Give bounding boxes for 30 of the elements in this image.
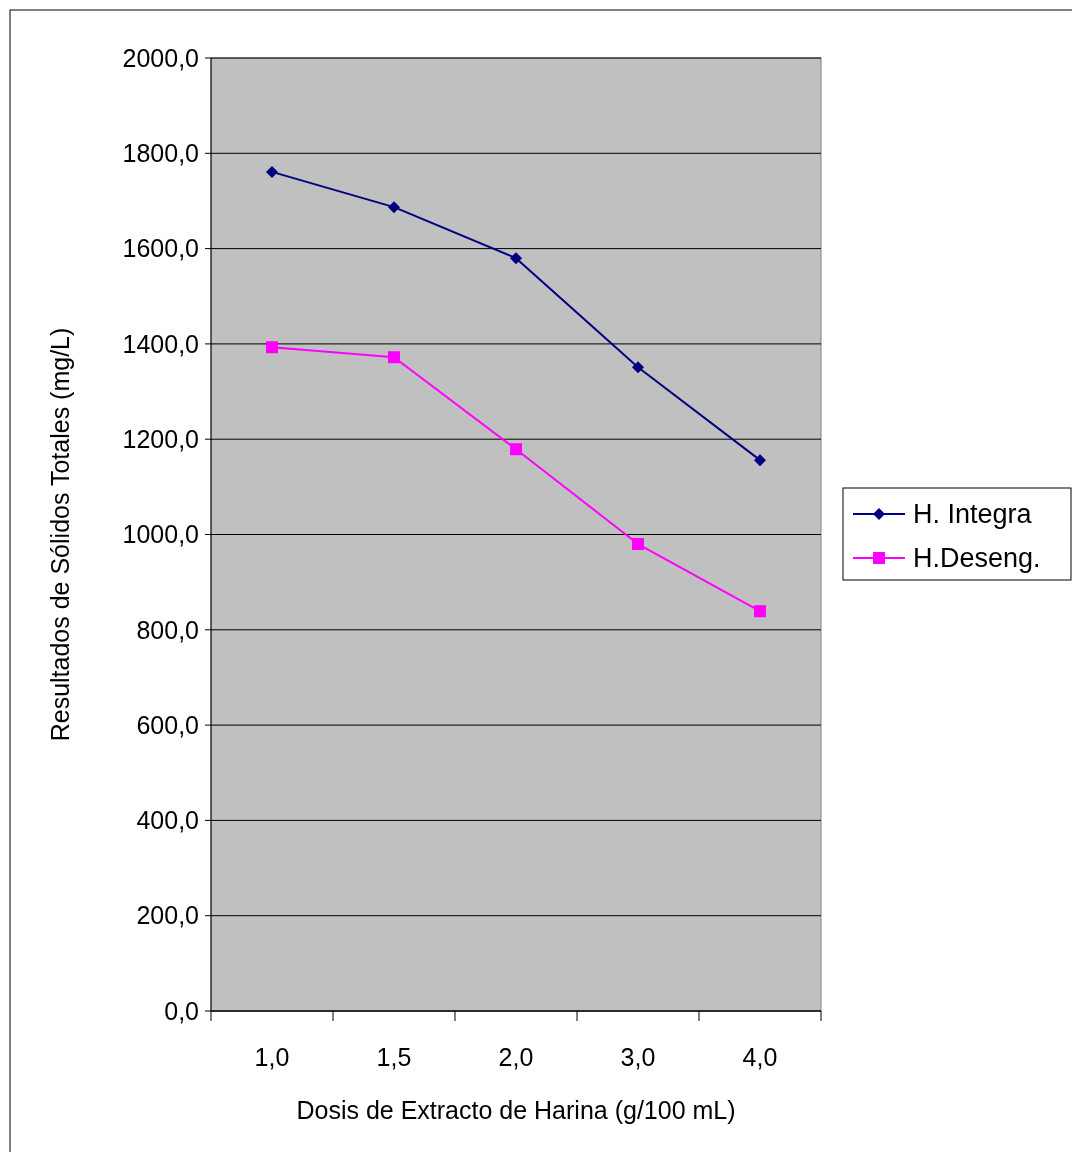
y-tick-label: 1800,0 (122, 139, 199, 168)
y-tick-label: 1000,0 (122, 520, 199, 549)
point (632, 361, 644, 374)
x-tick-label: 1,5 (376, 1042, 412, 1071)
point (266, 341, 278, 354)
point (388, 351, 400, 364)
y-tick-label: 1600,0 (122, 234, 199, 263)
point (510, 443, 522, 456)
y-tick-label: 200,0 (136, 901, 199, 930)
y-tick-label: 600,0 (136, 710, 199, 739)
y-tick-label: 2000,0 (122, 43, 199, 72)
y-tick-label: 1400,0 (122, 329, 199, 358)
x-tick-label: 1,0 (254, 1042, 290, 1071)
point (266, 165, 278, 178)
y-tick-label: 1200,0 (122, 424, 199, 453)
x-tick-label: 4,0 (742, 1042, 778, 1071)
legend-label: H. Integra (913, 499, 1033, 530)
point (754, 454, 766, 467)
point (754, 605, 766, 618)
x-tick-label: 2,0 (498, 1042, 534, 1071)
y-tick-label: 0,0 (164, 996, 199, 1025)
y-tick-label: 400,0 (136, 806, 199, 835)
legend-label: H.Deseng. (913, 543, 1041, 574)
x-tick-label: 3,0 (620, 1042, 656, 1071)
point (632, 538, 644, 551)
y-axis-title: Resultados de Sólidos Totales (mg/L) (45, 327, 74, 742)
y-tick-label: 800,0 (136, 615, 199, 644)
point (388, 201, 400, 214)
x-axis-title: Dosis de Extracto de Harina (g/100 mL) (296, 1095, 736, 1124)
point (510, 252, 522, 265)
